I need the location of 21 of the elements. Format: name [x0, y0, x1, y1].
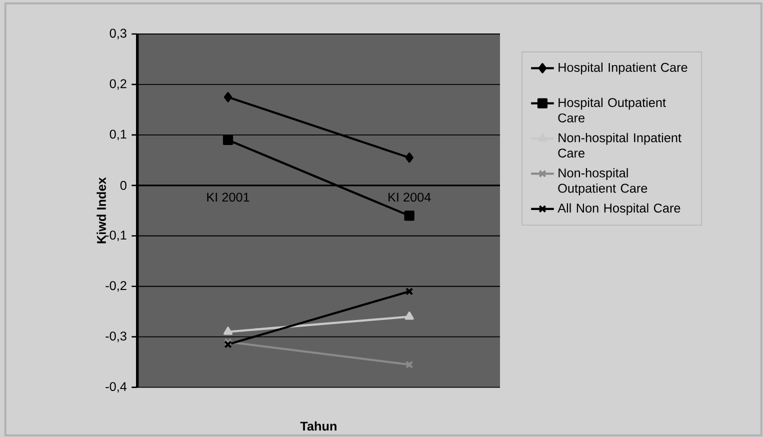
y-tick-label: 0,3 [110, 28, 126, 40]
y-tick-label: 0 [120, 180, 126, 190]
y-tick-label: -0,3 [106, 332, 126, 342]
y-tick-label: -0,2 [106, 281, 126, 292]
point [404, 210, 414, 221]
y-tick-label: -0,4 [106, 382, 127, 393]
point [222, 134, 234, 146]
point [224, 92, 232, 102]
legend-label: Non-hospital Inpatient Care [558, 132, 682, 158]
legend-label: Hospital Inpatient Care [558, 62, 688, 74]
y-tick-label: -0,1 [106, 230, 126, 242]
legend-label: Non-hospital Outpatient Care [558, 168, 648, 196]
x-tick-label: KI 2001 [207, 192, 250, 202]
legend-label: All Non Hospital Care [558, 203, 680, 216]
legend-label: Hospital Outpatient Care [558, 98, 666, 122]
x-tick-label: KI 2004 [388, 192, 431, 202]
x-axis-title: Tahun [300, 421, 336, 431]
y-tick-label: 0,1 [110, 130, 126, 140]
y-axis-title: Kiwd Index [96, 177, 106, 244]
y-tick-label: 0,2 [110, 79, 126, 90]
point [405, 152, 414, 163]
